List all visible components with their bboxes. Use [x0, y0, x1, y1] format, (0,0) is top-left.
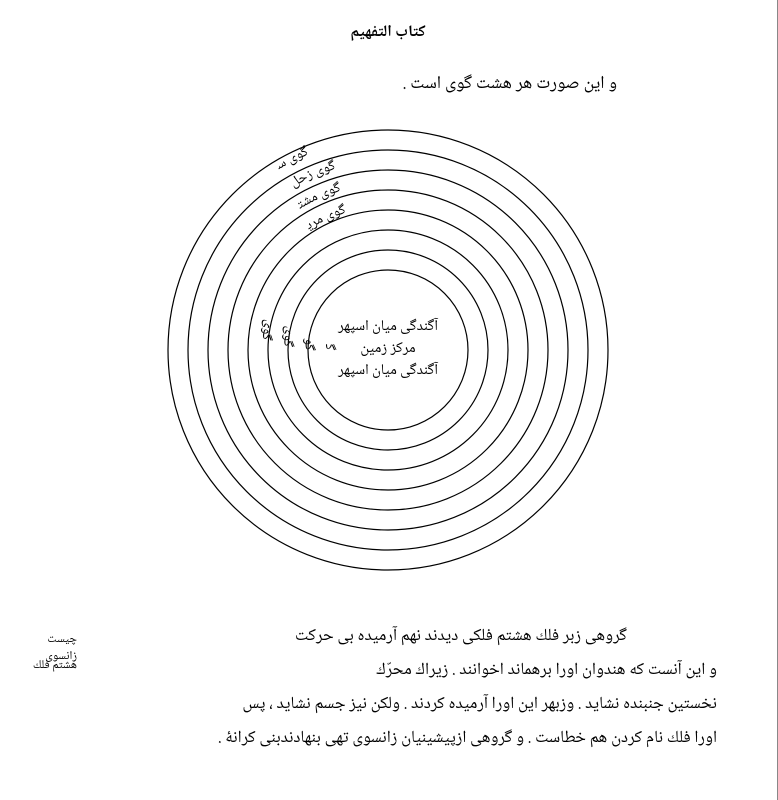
ring-label-4: گوی آفتاب — [158, 120, 281, 342]
body-paragraph: گروهی زبر فلك هشتم فلکی دیدند نهم آرمیده… — [59, 620, 717, 756]
ring-label-0: گوی ستارگان بیابانی — [158, 120, 313, 178]
body-line-3: نخستین جنبنده نشاید . وزبهر این اورا آرم… — [242, 690, 717, 719]
body-line-1: گروهی زبر فلك هشتم فلکی دیدند نهم آرمیده… — [295, 622, 627, 651]
center-label-2: آگندگی میان اسپهر — [337, 358, 439, 384]
manuscript-page: کتاب التفهیم و این صورت هر هشت گوی است . — [0, 0, 778, 800]
diagram-caption: و این صورت هر هشت گوی است . — [403, 70, 617, 100]
celestial-spheres-diagram: گوی ستارگان بیابانی گوی زحل گوی مشتری گو… — [158, 120, 618, 580]
book-title: کتاب التفهیم — [0, 20, 777, 47]
body-line-2: و این آنست که هندوان اورا برهماند اخوانن… — [376, 656, 717, 685]
body-line-4: اورا فلك نام کردن هم خطاست . و گروهی ازپ… — [218, 724, 717, 753]
